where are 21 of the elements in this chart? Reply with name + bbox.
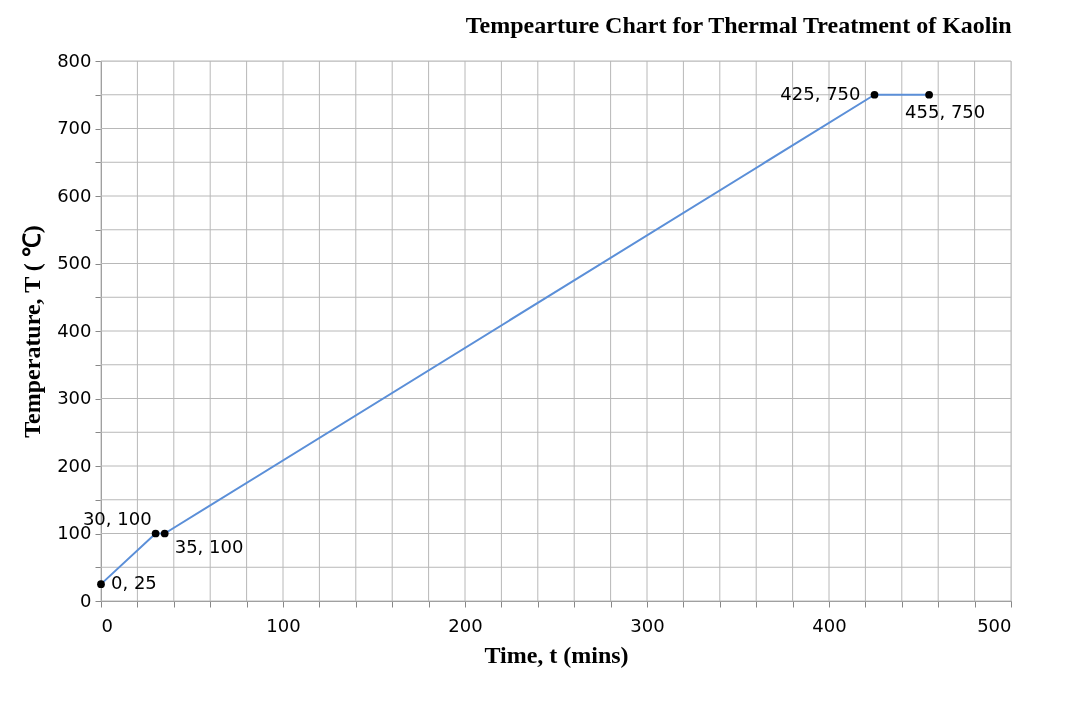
y-tick-label: 500 <box>57 252 92 273</box>
annotation: 35, 100 <box>174 535 244 557</box>
y-axis-title: Temperature, T ( ℃) <box>19 225 46 438</box>
y-tick-label: 200 <box>57 454 92 476</box>
x-axis-title: Time, t (mins) <box>484 641 629 668</box>
y-tick-label: 0 <box>80 589 92 611</box>
annotation: 455, 750 <box>905 100 986 122</box>
x-tick-label: 200 <box>448 614 483 636</box>
x-tick-label: 100 <box>266 614 301 636</box>
x-tick-label: 300 <box>630 614 665 636</box>
x-tick-label: 500 <box>977 614 1012 636</box>
y-tick-label: 700 <box>57 117 92 138</box>
x-tick-label: 400 <box>812 614 847 636</box>
y-tick-label: 800 <box>57 49 92 71</box>
y-tick-label: 600 <box>57 184 92 206</box>
x-tick-label: 0 <box>101 614 113 636</box>
y-tick-label: 300 <box>57 387 92 408</box>
y-tick-label: 400 <box>57 319 92 341</box>
chart-title: Tempearture Chart for Thermal Treatment of Kaolin <box>465 12 1012 38</box>
annotation: 425, 750 <box>780 82 861 104</box>
annotation: 0, 25 <box>111 572 157 594</box>
